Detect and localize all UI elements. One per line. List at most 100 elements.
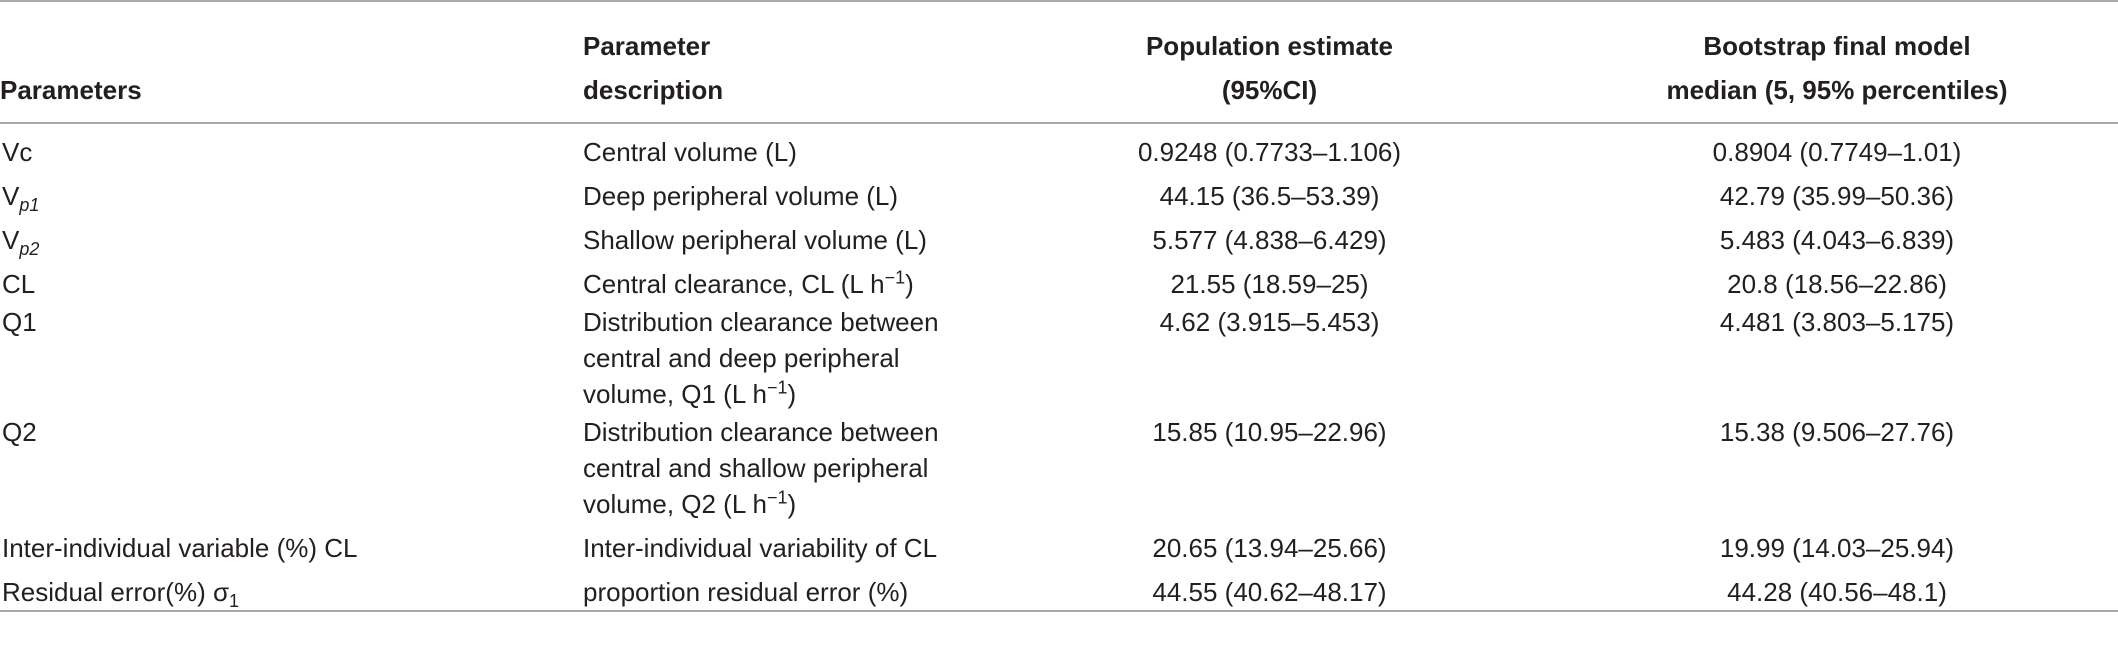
- header-population-line2: (95%CI): [1221, 75, 1318, 105]
- population-cell: 4.62 (3.915–5.453): [983, 302, 1556, 412]
- table-row: Residual error(%) σ1 proportion residual…: [0, 566, 2118, 612]
- bootstrap-median: 15.38 (9.506–27.76): [1719, 417, 1955, 447]
- param-cell: Inter-individual variable (%) CL: [0, 522, 583, 566]
- header-population-line1: Population estimate: [1145, 31, 1394, 61]
- bootstrap-cell: 19.99 (14.03–25.94): [1556, 522, 2118, 566]
- param-cell: Residual error(%) σ1: [0, 566, 583, 612]
- header-bootstrap: Bootstrap final model median (5, 95% per…: [1556, 0, 2118, 124]
- population-estimate: 21.55 (18.59–25): [1170, 269, 1369, 299]
- header-description: Parameter description: [583, 0, 983, 124]
- param-description: proportion residual error (%): [583, 577, 909, 607]
- header-bootstrap-line1: Bootstrap final model: [1703, 31, 1971, 61]
- param-name: Vc: [2, 137, 33, 167]
- param-description: Central clearance, CL (L h: [583, 269, 885, 299]
- param-subscript: p1: [19, 195, 40, 216]
- bootstrap-median: 20.8 (18.56–22.86): [1727, 269, 1947, 299]
- description-cell: proportion residual error (%): [583, 566, 983, 612]
- population-estimate: 0.9248 (0.7733–1.106): [1137, 137, 1402, 167]
- param-name: Inter-individual variable (%) CL: [2, 533, 358, 563]
- param-name: Q1: [2, 307, 37, 337]
- population-cell: 21.55 (18.59–25): [983, 258, 1556, 302]
- param-cell: Vp2: [0, 214, 583, 258]
- param-description-line1: Distribution clearance between: [583, 307, 939, 337]
- param-cell: Q2: [0, 412, 583, 522]
- bootstrap-cell: 20.8 (18.56–22.86): [1556, 258, 2118, 302]
- population-estimate: 15.85 (10.95–22.96): [1152, 417, 1387, 447]
- header-population-estimate: Population estimate (95%CI): [983, 0, 1556, 124]
- param-description-end: ): [905, 269, 914, 299]
- table-row: Vp2 Shallow peripheral volume (L) 5.577 …: [0, 214, 2118, 258]
- population-cell: 20.65 (13.94–25.66): [983, 522, 1556, 566]
- param-name: V: [2, 225, 20, 255]
- description-cell: Shallow peripheral volume (L): [583, 214, 983, 258]
- param-description-line3: volume, Q1 (L h−1): [583, 376, 983, 412]
- param-name: Residual error(%) σ: [2, 577, 229, 607]
- description-cell: Inter-individual variability of CL: [583, 522, 983, 566]
- population-estimate: 44.15 (36.5–53.39): [1159, 181, 1380, 211]
- bootstrap-cell: 42.79 (35.99–50.36): [1556, 170, 2118, 214]
- bootstrap-median: 19.99 (14.03–25.94): [1719, 533, 1955, 563]
- table-row: Inter-individual variable (%) CL Inter-i…: [0, 522, 2118, 566]
- param-name: V: [2, 181, 20, 211]
- description-cell: Central clearance, CL (L h−1): [583, 258, 983, 302]
- bootstrap-median: 42.79 (35.99–50.36): [1719, 181, 1955, 211]
- population-cell: 0.9248 (0.7733–1.106): [983, 123, 1556, 170]
- description-cell: Distribution clearance between central a…: [583, 412, 983, 522]
- bootstrap-cell: 15.38 (9.506–27.76): [1556, 412, 2118, 522]
- population-cell: 15.85 (10.95–22.96): [983, 412, 1556, 522]
- param-name: CL: [2, 269, 36, 299]
- bootstrap-cell: 0.8904 (0.7749–1.01): [1556, 123, 2118, 170]
- param-description-line2: central and deep peripheral: [583, 343, 900, 373]
- population-cell: 44.15 (36.5–53.39): [983, 170, 1556, 214]
- bootstrap-median: 5.483 (4.043–6.839): [1719, 225, 1955, 255]
- header-parameters: Parameters: [0, 0, 583, 124]
- param-description: Deep peripheral volume (L): [583, 181, 899, 211]
- param-description-line3: volume, Q2 (L h−1): [583, 486, 983, 522]
- bootstrap-cell: 44.28 (40.56–48.1): [1556, 566, 2118, 612]
- header-description-line2: description: [583, 75, 724, 105]
- param-description-line2: central and shallow peripheral: [583, 453, 929, 483]
- description-cell: Distribution clearance between central a…: [583, 302, 983, 412]
- bootstrap-median: 4.481 (3.803–5.175): [1719, 307, 1955, 337]
- param-description: Inter-individual variability of CL: [583, 533, 938, 563]
- param-description-line3-text: volume, Q2 (L h: [583, 489, 768, 519]
- unit-superscript: −1: [884, 267, 906, 288]
- param-subscript: p2: [19, 239, 40, 260]
- table-header-row: Parameters Parameter description Populat…: [0, 0, 2118, 124]
- param-description-line3-text: volume, Q1 (L h: [583, 379, 768, 409]
- param-subscript: 1: [229, 591, 240, 612]
- param-description-line3-end: ): [787, 379, 797, 409]
- table-row: CL Central clearance, CL (L h−1) 21.55 (…: [0, 258, 2118, 302]
- table-row: Vc Central volume (L) 0.9248 (0.7733–1.1…: [0, 123, 2118, 170]
- population-estimate: 5.577 (4.838–6.429): [1152, 225, 1387, 255]
- param-description-line1: Distribution clearance between: [583, 417, 939, 447]
- table-row: Vp1 Deep peripheral volume (L) 44.15 (36…: [0, 170, 2118, 214]
- header-parameters-label: Parameters: [0, 75, 142, 105]
- table-row: Q2 Distribution clearance between centra…: [0, 412, 2118, 522]
- population-cell: 5.577 (4.838–6.429): [983, 214, 1556, 258]
- param-name: Q2: [2, 417, 37, 447]
- bootstrap-cell: 4.481 (3.803–5.175): [1556, 302, 2118, 412]
- population-cell: 44.55 (40.62–48.17): [983, 566, 1556, 612]
- parameter-table: Parameters Parameter description Populat…: [0, 0, 2118, 612]
- bootstrap-cell: 5.483 (4.043–6.839): [1556, 214, 2118, 258]
- population-estimate: 20.65 (13.94–25.66): [1152, 533, 1387, 563]
- param-cell: Q1: [0, 302, 583, 412]
- param-cell: Vc: [0, 123, 583, 170]
- param-description-line3-end: ): [787, 489, 797, 519]
- unit-superscript: −1: [767, 487, 788, 508]
- population-estimate: 44.55 (40.62–48.17): [1152, 577, 1387, 607]
- description-cell: Central volume (L): [583, 123, 983, 170]
- population-estimate: 4.62 (3.915–5.453): [1159, 307, 1380, 337]
- unit-superscript: −1: [767, 377, 788, 398]
- param-cell: CL: [0, 258, 583, 302]
- header-bootstrap-line2: median (5, 95% percentiles): [1666, 75, 2008, 105]
- param-description: Shallow peripheral volume (L): [583, 225, 927, 255]
- bootstrap-median: 44.28 (40.56–48.1): [1727, 577, 1947, 607]
- header-description-line1: Parameter: [583, 31, 711, 61]
- table-row: Q1 Distribution clearance between centra…: [0, 302, 2118, 412]
- description-cell: Deep peripheral volume (L): [583, 170, 983, 214]
- bootstrap-median: 0.8904 (0.7749–1.01): [1712, 137, 1962, 167]
- param-description: Central volume (L): [583, 137, 797, 167]
